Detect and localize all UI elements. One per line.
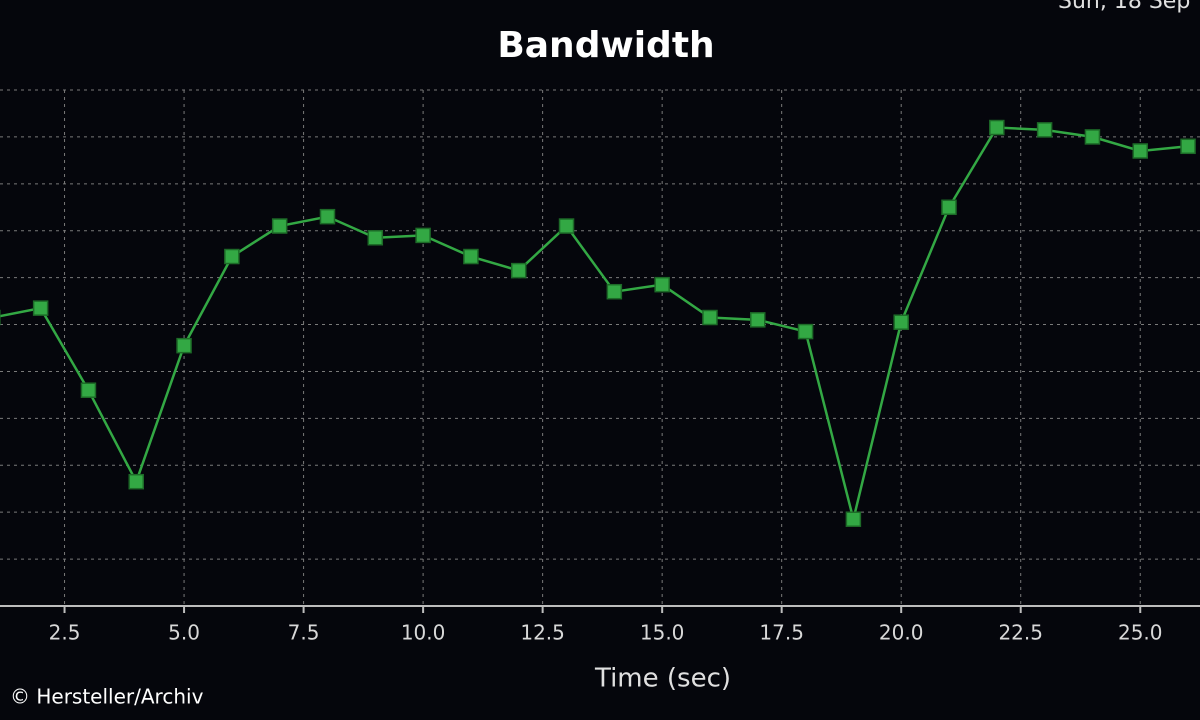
credit: © Hersteller/Archiv — [10, 685, 204, 709]
data-point — [702, 309, 718, 326]
data-point — [654, 276, 670, 293]
x-tick-label: 17.5 — [759, 621, 804, 645]
x-tick-label: 10.0 — [401, 621, 446, 645]
data-point — [558, 218, 575, 234]
data-point — [271, 218, 288, 234]
data-point — [32, 300, 49, 316]
x-tick-label: 12.5 — [520, 621, 565, 645]
data-point — [989, 119, 1005, 136]
data-point — [415, 227, 431, 244]
x-tick-label: 2.5 — [49, 621, 81, 645]
x-axis-label: Time (sec) — [594, 664, 731, 694]
x-tick-label: 25.0 — [1118, 621, 1163, 645]
x-tick-label: 20.0 — [879, 621, 924, 645]
data-point — [1180, 138, 1196, 155]
data-point — [845, 511, 862, 527]
plot-area — [0, 119, 1196, 527]
date-label: Sun, 18 Sep — [1058, 0, 1190, 14]
grid: 2.5 5.0 7.5 10.0 12.5 15.0 17.5 20.0 22.5 25.0 — [0, 89, 1200, 645]
data-point — [224, 248, 240, 265]
data-point — [367, 230, 384, 246]
data-point — [80, 382, 97, 398]
data-point — [128, 473, 145, 490]
data-point — [797, 323, 814, 340]
data-point — [510, 262, 527, 279]
data-point — [1084, 129, 1101, 145]
chart-title: Bandwidth — [497, 25, 714, 66]
data-point — [319, 208, 336, 225]
data-point — [1132, 143, 1148, 159]
series-line — [0, 126, 1189, 520]
data-point — [893, 314, 909, 330]
x-tick-label: 7.5 — [288, 621, 320, 645]
data-point — [1036, 122, 1053, 138]
x-tick-label: 15.0 — [640, 621, 685, 645]
data-point — [463, 248, 479, 265]
data-point — [176, 337, 192, 354]
x-tick-label: 5.0 — [168, 621, 200, 645]
data-point — [941, 199, 957, 216]
data-point — [606, 283, 623, 300]
data-point — [750, 312, 766, 328]
x-tick-label: 22.5 — [998, 621, 1043, 645]
